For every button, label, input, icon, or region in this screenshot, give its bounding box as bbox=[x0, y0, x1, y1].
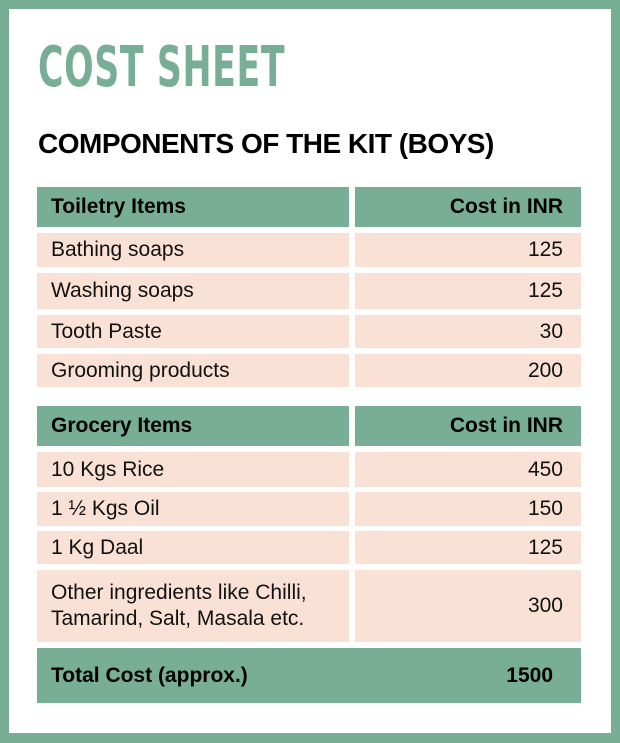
table-row: Bathing soaps 125 bbox=[37, 233, 581, 267]
header-cell: Cost in INR bbox=[355, 187, 581, 227]
table-row: 1 ½ Kgs Oil 150 bbox=[37, 492, 581, 526]
item-name: 10 Kgs Rice bbox=[37, 452, 349, 487]
item-name: Other ingredients like Chilli, Tamarind,… bbox=[37, 570, 349, 642]
subtitle: COMPONENTS OF THE KIT (BOYS) bbox=[38, 128, 494, 159]
table-row: Grooming products 200 bbox=[37, 354, 581, 387]
item-name: Tooth Paste bbox=[37, 315, 349, 348]
header-cell: Grocery Items bbox=[37, 406, 349, 446]
table-row: 1 Kg Daal 125 bbox=[37, 531, 581, 564]
table-row: Other ingredients like Chilli, Tamarind,… bbox=[37, 570, 581, 642]
item-name: Washing soaps bbox=[37, 273, 349, 309]
item-cost: 200 bbox=[355, 354, 581, 387]
item-cost: 450 bbox=[355, 452, 581, 487]
header-cell: Cost in INR bbox=[355, 406, 581, 446]
item-name: Bathing soaps bbox=[37, 233, 349, 267]
total-value: 1500 bbox=[506, 663, 553, 687]
table-row: Washing soaps 125 bbox=[37, 273, 581, 309]
item-name: 1 ½ Kgs Oil bbox=[37, 492, 349, 526]
item-cost: 30 bbox=[355, 315, 581, 348]
item-cost: 300 bbox=[355, 570, 581, 642]
table-row: 10 Kgs Rice 450 bbox=[37, 452, 581, 487]
item-cost: 125 bbox=[355, 531, 581, 564]
item-cost: 125 bbox=[355, 273, 581, 309]
grocery-header-row: Grocery Items Cost in INR bbox=[37, 406, 581, 446]
page-title: COST SHEET bbox=[38, 35, 286, 100]
total-label: Total Cost (approx.) bbox=[51, 663, 248, 687]
item-cost: 125 bbox=[355, 233, 581, 267]
item-cost: 150 bbox=[355, 492, 581, 526]
table-row: Tooth Paste 30 bbox=[37, 315, 581, 348]
item-name: 1 Kg Daal bbox=[37, 531, 349, 564]
header-cell: Toiletry Items bbox=[37, 187, 349, 227]
toiletry-header-row: Toiletry Items Cost in INR bbox=[37, 187, 581, 227]
item-name: Grooming products bbox=[37, 354, 349, 387]
total-row: Total Cost (approx.) 1500 bbox=[37, 648, 581, 703]
